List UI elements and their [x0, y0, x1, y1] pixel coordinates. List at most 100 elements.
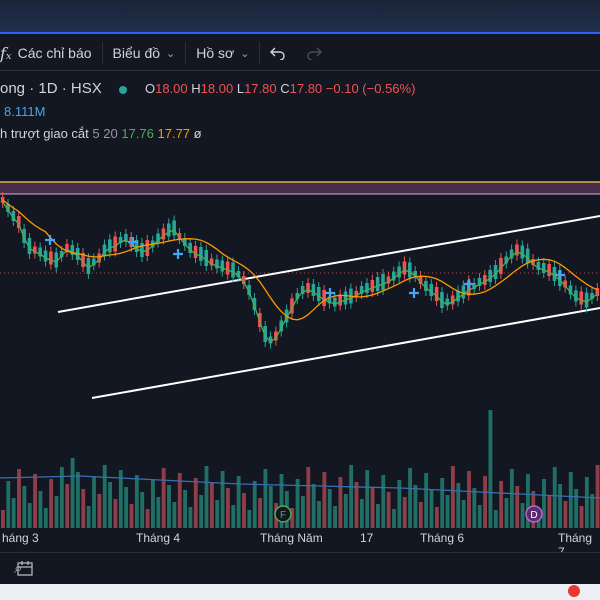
volume-ma-line: [0, 475, 600, 499]
candle-body: [225, 261, 230, 275]
candle-body: [408, 262, 412, 278]
candle-body: [38, 247, 42, 257]
volume-bar: [488, 410, 493, 528]
volume-bar: [118, 470, 123, 528]
function-icon: fₓ: [0, 43, 12, 63]
candle-body: [220, 260, 225, 272]
volume-bar: [338, 477, 343, 528]
toolbar-divider: [185, 42, 187, 64]
ma-cross-marker: [409, 288, 419, 298]
volume-bar: [558, 484, 562, 528]
channel-upper-line: [57, 215, 600, 313]
candle-body: [515, 244, 519, 256]
candle-body: [488, 270, 492, 282]
volume-bar: [509, 469, 514, 528]
volume-bar: [258, 498, 262, 528]
toolbar-divider: [259, 42, 261, 64]
undo-button[interactable]: [260, 36, 296, 70]
top-accent-line: [0, 32, 600, 34]
volume-bar: [579, 506, 584, 528]
candle-body: [493, 265, 498, 279]
candle-body: [306, 283, 310, 293]
candle-body: [563, 280, 567, 288]
volume-bar: [156, 497, 161, 528]
ma-indicator-name[interactable]: h trượt giao cắt: [0, 126, 89, 141]
ma-fast-value: 17.76: [121, 126, 154, 141]
candle-body: [316, 287, 321, 301]
candle-body: [183, 238, 187, 246]
candle-body: [579, 291, 584, 305]
low-label: L: [236, 81, 245, 96]
volume-bar: [177, 473, 182, 528]
bottom-toolbar: ⌕: [0, 552, 600, 585]
candle-body: [359, 286, 364, 294]
indicators-button[interactable]: fₓ Các chỉ báo: [0, 36, 102, 70]
volume-bar: [124, 487, 129, 528]
candle-body: [81, 253, 85, 267]
volume-bar: [188, 507, 193, 528]
volume-bar: [172, 502, 177, 528]
high-value: 18.00: [200, 81, 234, 96]
redo-button[interactable]: [296, 36, 332, 70]
candle-body: [97, 253, 101, 263]
candle-body: [525, 248, 530, 264]
candle-body: [215, 259, 219, 269]
candle-body: [322, 290, 326, 306]
candle-body: [343, 291, 348, 305]
candle-body: [252, 298, 257, 310]
ma-cross-marker: [325, 288, 335, 298]
candle-body: [568, 285, 573, 295]
volume-bar: [6, 481, 11, 528]
ma-cross-legend: h trượt giao cắt 5 20 17.76 17.77 ø: [0, 126, 202, 141]
ma-cross-marker: [555, 270, 565, 280]
close-icon[interactable]: [568, 585, 580, 597]
candle-body: [145, 240, 150, 256]
ma-params: 5 20: [92, 126, 118, 141]
volume-bar: [493, 510, 498, 528]
chevron-down-icon: ⌄: [166, 47, 176, 60]
toolbar-divider: [101, 42, 103, 64]
candle-body: [172, 220, 176, 236]
volume-bar: [242, 493, 246, 528]
chart-type-dropdown[interactable]: Biểu đồ ⌄: [103, 36, 186, 70]
volume-bar: [547, 496, 552, 528]
candle-body: [397, 266, 401, 278]
profile-dropdown[interactable]: Hồ sơ ⌄: [186, 36, 259, 70]
candle-body: [547, 264, 551, 276]
volume-bar: [520, 503, 525, 528]
candle-body: [70, 245, 75, 255]
symbol-title[interactable]: ong · 1D · HSX: [0, 80, 102, 97]
volume-value: 8.111M: [4, 104, 46, 119]
ohlc-legend: ong · 1D · HSX O18.00 H18.00 L17.80 C17.…: [0, 80, 415, 97]
volume-bar: [397, 480, 402, 528]
volume-bar: [97, 494, 102, 528]
volume-bar: [477, 505, 482, 528]
candle-body: [27, 238, 32, 254]
volume-bar: [584, 477, 589, 528]
candle-body: [199, 247, 203, 261]
time-axis: háng 3 Tháng 4 Tháng Năm 17 Tháng 6 Thán…: [0, 528, 600, 559]
candle-body: [274, 331, 278, 341]
calendar-range-icon[interactable]: [16, 559, 34, 577]
candle-body: [327, 296, 332, 304]
candle-body: [279, 320, 284, 332]
candle-body: [268, 336, 273, 344]
candle-body: [440, 292, 444, 308]
candle-body: [450, 295, 455, 305]
candle-body: [22, 229, 26, 243]
candle-body: [241, 276, 246, 284]
low-value: 17.80: [244, 81, 277, 96]
candle-body: [188, 243, 192, 253]
axis-label: Tháng 4: [136, 531, 181, 545]
candle-body: [541, 263, 546, 273]
candle-body: [16, 216, 21, 228]
candle-body: [504, 256, 509, 264]
candle-body: [413, 271, 417, 277]
volume-bar: [381, 475, 386, 528]
candle-body: [472, 283, 476, 289]
candle-body: [370, 280, 375, 292]
volume-bar: [199, 495, 204, 528]
candle-body: [204, 250, 209, 266]
volume-bar: [1, 510, 5, 528]
